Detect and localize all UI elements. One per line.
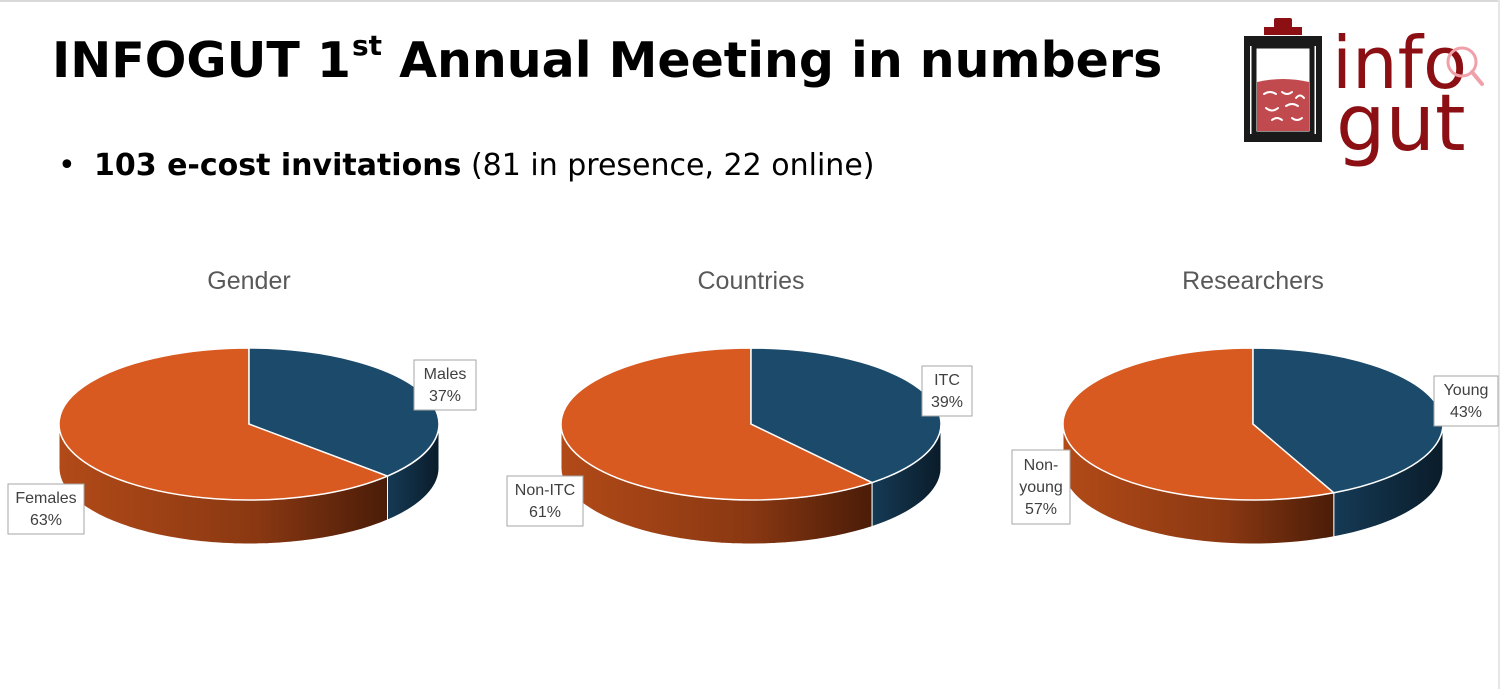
bullet-icon: • (58, 148, 76, 183)
pie-slice-non-young (1062, 347, 1336, 501)
chart-title: Countries (698, 267, 805, 295)
data-label-value: 57% (1025, 501, 1057, 518)
data-label-value: 43% (1450, 404, 1482, 421)
bullet-detail-text: (81 in presence, 22 online) (461, 148, 875, 183)
top-border (0, 0, 1500, 2)
data-label-box (921, 365, 973, 417)
data-label-name: Non-ITC (515, 482, 575, 499)
pie-chart-2: Countries ITC 39% Non-ITC 61% (506, 267, 973, 545)
pie-chart-1: Gender Males 37% Females 63% (7, 267, 477, 545)
data-label-box (1011, 449, 1071, 525)
data-label-box (413, 359, 477, 411)
data-label-box (506, 475, 584, 527)
chart-title: Researchers (1182, 267, 1324, 295)
pie-charts-area: Gender Males 37% Females 63% Countries ITC 39% N… (7, 267, 1499, 545)
data-label-name: Males (424, 366, 467, 383)
data-label-value: 63% (30, 512, 62, 529)
data-label-value: 39% (931, 394, 963, 411)
infogut-logo: info gut (1244, 18, 1484, 169)
data-label-name: Young (1444, 382, 1489, 399)
chart-title: Gender (207, 267, 290, 295)
title-main: INFOGUT 1 (52, 32, 351, 89)
data-label-value: 61% (529, 504, 561, 521)
data-label-box (7, 483, 85, 535)
magnifier-icon (1446, 46, 1484, 86)
pie-chart-3: Researchers Young 43% Non-young 57% (1011, 267, 1499, 545)
data-label-name: ITC (934, 372, 960, 389)
bullet-item: • 103 e-cost invitations (81 in presence,… (58, 148, 874, 184)
data-label-value: 37% (429, 388, 461, 405)
bullet-bold-text: 103 e-cost invitations (94, 148, 462, 183)
data-label-name: Females (15, 490, 76, 507)
pie-slice-non-itc (560, 347, 875, 501)
right-border (1498, 0, 1500, 689)
data-label-name: Non- (1024, 457, 1059, 474)
slide-title: INFOGUT 1st Annual Meeting in numbers (52, 32, 1162, 86)
title-rest: Annual Meeting in numbers (382, 32, 1163, 89)
pie-slice-females (58, 347, 390, 501)
logo-text-bottom: gut (1336, 79, 1466, 169)
data-label-name: young (1019, 479, 1063, 496)
data-label-box (1433, 375, 1499, 427)
title-superscript: st (351, 29, 383, 62)
bioreactor-icon (1244, 18, 1322, 142)
logo-text-top: info (1332, 21, 1467, 105)
